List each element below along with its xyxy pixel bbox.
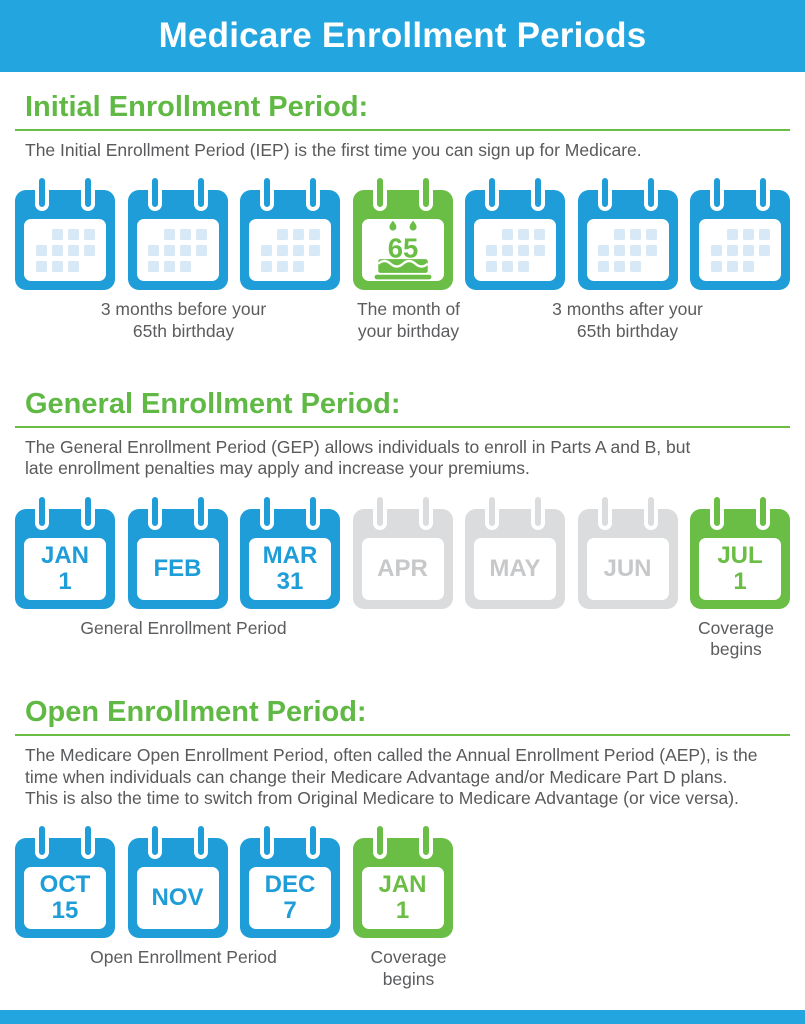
section-heading-general: General Enrollment Period:: [25, 387, 401, 420]
calendar-ring: [643, 174, 658, 212]
calendar-ring: [81, 822, 95, 860]
section-description-open: The Medicare Open Enrollment Period, oft…: [25, 745, 758, 808]
calendar-ring: [81, 492, 95, 530]
section-description-initial: The Initial Enrollment Period (IEP) is t…: [25, 139, 642, 160]
iep-label-row: 3 months before your 65th birthday The m…: [15, 299, 790, 343]
section-open-enrollment-period: Open Enrollment Period: The Medicare Ope…: [15, 696, 790, 991]
header-banner: Medicare Enrollment Periods: [0, 0, 805, 72]
calendar-ring: [35, 822, 49, 860]
calendar-ring: [597, 174, 612, 212]
label-open-enrollment-period: Open Enrollment Period: [90, 947, 277, 968]
calendar-ring: [531, 174, 545, 212]
oep-calendar-row: OCT 15 NOV DEC 7 JAN 1: [15, 822, 790, 939]
calendar-ring: [418, 174, 433, 212]
empty-calendar-slot: [578, 822, 678, 938]
calendar-ring: [643, 492, 658, 530]
calendar-day-grid: [35, 228, 95, 272]
calendar-icon: [240, 174, 340, 291]
calendar-icon: [15, 174, 115, 291]
green-divider: [15, 128, 790, 131]
calendar-icon-apr: APR: [352, 492, 453, 609]
calendar-ring: [531, 492, 545, 530]
calendar-ring: [597, 492, 612, 530]
label-coverage-begins: Coverage begins: [370, 947, 447, 990]
calendar-ring: [193, 822, 208, 860]
age-65-label: 65: [387, 233, 418, 264]
calendar-icon-jan1-coverage: JAN 1: [352, 822, 453, 939]
section-general-enrollment-period: General Enrollment Period: The General E…: [15, 387, 790, 662]
candle-flame-icon: [388, 220, 396, 231]
label-before-birthday: 3 months before your 65th birthday: [100, 299, 267, 342]
iep-calendar-row: 65: [15, 174, 790, 291]
calendar-day-grid: [598, 228, 657, 272]
calendar-ring: [193, 492, 208, 530]
candle-flame-icon: [409, 220, 417, 231]
calendar-day-grid: [485, 228, 545, 272]
infographic-body: Initial Enrollment Period: The Initial E…: [0, 72, 805, 991]
calendar-ring: [81, 174, 95, 212]
calendar-ring: [35, 492, 49, 530]
calendar-ring: [372, 174, 387, 212]
label-general-enrollment-period: General Enrollment Period: [80, 617, 287, 638]
calendar-icon: [690, 174, 790, 291]
green-divider: [15, 425, 790, 428]
calendar-ring: [485, 492, 499, 530]
calendar-ring: [756, 174, 770, 212]
calendar-ring: [418, 822, 433, 860]
calendar-ring: [756, 492, 770, 530]
birthday-cake-icon: 65: [374, 220, 431, 280]
calendar-icon-nov: NOV: [127, 822, 228, 939]
calendar-ring: [418, 492, 433, 530]
calendar-icon-mar31: MAR 31: [240, 492, 340, 609]
gep-label-row: General Enrollment Period Coverage begin…: [15, 618, 790, 662]
calendar-ring: [147, 822, 162, 860]
calendar-ring: [35, 174, 49, 212]
page-title: Medicare Enrollment Periods: [158, 16, 647, 55]
calendar-icon-may: MAY: [465, 492, 565, 609]
calendar-ring: [147, 492, 162, 530]
calendar-icon-jan1: JAN 1: [15, 492, 115, 609]
calendar-icon-dec7: DEC 7: [240, 822, 340, 939]
calendar-ring: [306, 174, 320, 212]
calendar-ring: [306, 492, 320, 530]
calendar-day-grid: [260, 228, 320, 272]
calendar-day-grid: [710, 228, 770, 272]
section-heading-initial: Initial Enrollment Period:: [25, 91, 369, 123]
gep-calendar-row: JAN 1 FEB MAR 31 APR MAY JUN: [15, 492, 790, 609]
empty-calendar-slot: [690, 822, 790, 938]
calendar-day-grid: [148, 228, 207, 272]
section-heading-open: Open Enrollment Period:: [25, 696, 367, 729]
calendar-ring: [260, 174, 274, 212]
empty-calendar-slot: [465, 822, 565, 938]
calendar-ring: [485, 174, 499, 212]
calendar-ring: [306, 822, 320, 860]
calendar-ring: [710, 174, 724, 212]
label-after-birthday: 3 months after your 65th birthday: [552, 299, 703, 342]
section-description-general: The General Enrollment Period (GEP) allo…: [25, 436, 691, 479]
calendar-icon: [127, 174, 228, 291]
calendar-ring: [193, 174, 208, 212]
label-birthday-month: The month of your birthday: [356, 299, 461, 342]
calendar-icon: [465, 174, 565, 291]
calendar-ring: [260, 492, 274, 530]
section-initial-enrollment-period: Initial Enrollment Period: The Initial E…: [15, 91, 790, 343]
green-divider: [15, 734, 790, 737]
calendar-icon-feb: FEB: [127, 492, 228, 609]
birthday-calendar-icon: 65: [352, 174, 453, 291]
label-coverage-begins: Coverage begins: [698, 617, 774, 660]
oep-label-row: Open Enrollment Period Coverage begins: [15, 947, 790, 991]
calendar-ring: [372, 822, 387, 860]
calendar-ring: [260, 822, 274, 860]
calendar-ring: [147, 174, 162, 212]
footer-bar: [0, 1010, 805, 1024]
calendar-icon: [577, 174, 678, 291]
calendar-icon-oct15: OCT 15: [15, 822, 115, 939]
calendar-ring: [372, 492, 387, 530]
calendar-ring: [710, 492, 724, 530]
calendar-icon-jun: JUN: [577, 492, 678, 609]
calendar-icon-jul1: JUL 1: [690, 492, 790, 609]
